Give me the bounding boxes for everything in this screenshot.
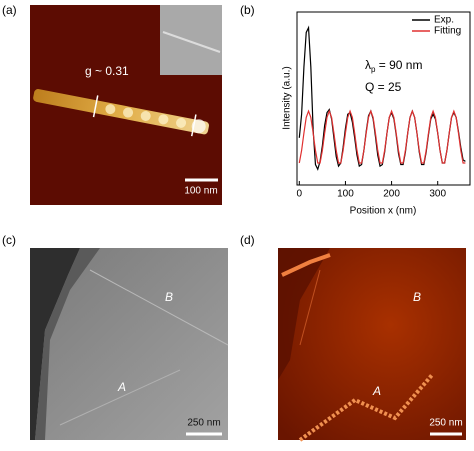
plot-frame bbox=[296, 11, 471, 186]
spot bbox=[105, 104, 116, 115]
wire bbox=[281, 253, 331, 277]
spot bbox=[191, 119, 206, 134]
y-axis-label: Intensity (a.u.) bbox=[282, 66, 293, 129]
scale-label: 250 nm bbox=[187, 418, 220, 429]
series-line bbox=[298, 109, 466, 164]
x-tick-label: 0 bbox=[297, 189, 303, 200]
x-axis-label: Position x (nm) bbox=[350, 206, 417, 217]
nanowire bbox=[33, 89, 209, 137]
series-line bbox=[298, 25, 466, 171]
spot bbox=[158, 114, 169, 125]
spot bbox=[123, 107, 134, 118]
wire-spots bbox=[105, 104, 206, 134]
marker bbox=[190, 114, 197, 137]
dark-region bbox=[278, 248, 330, 380]
panel-label: (d) bbox=[240, 233, 255, 247]
wire bbox=[89, 269, 229, 346]
legend-label: Exp. bbox=[434, 15, 454, 26]
edge-region bbox=[35, 248, 100, 440]
annotation: λp = 90 nm bbox=[365, 58, 422, 74]
region-label: A bbox=[372, 384, 381, 398]
x-tick-label: 300 bbox=[429, 189, 446, 200]
inset-wire bbox=[162, 31, 221, 53]
wire bbox=[298, 373, 434, 442]
x-tick-label: 100 bbox=[337, 189, 354, 200]
region-label: B bbox=[165, 290, 173, 304]
inset bbox=[160, 5, 222, 75]
wire bbox=[299, 269, 321, 346]
panel-label: (a) bbox=[2, 3, 17, 17]
legend-label: Fitting bbox=[434, 26, 461, 37]
scale-label: 250 nm bbox=[429, 418, 462, 429]
annotation: Q = 25 bbox=[365, 80, 402, 94]
spot bbox=[176, 117, 187, 128]
annotation: λ bbox=[365, 58, 371, 72]
spot bbox=[140, 110, 151, 121]
region-label: A bbox=[117, 380, 126, 394]
region-label: B bbox=[413, 290, 421, 304]
annotation: p bbox=[371, 65, 376, 74]
marker bbox=[92, 95, 99, 118]
panel-label: (c) bbox=[2, 233, 16, 247]
scale-label: 100 nm bbox=[184, 186, 217, 197]
annotation: = 90 nm bbox=[375, 58, 422, 72]
annotation: g ~ 0.31 bbox=[85, 64, 129, 78]
wire bbox=[59, 369, 181, 426]
x-tick-label: 200 bbox=[383, 189, 400, 200]
dark-region bbox=[30, 248, 80, 440]
panel-label: (b) bbox=[240, 3, 255, 17]
